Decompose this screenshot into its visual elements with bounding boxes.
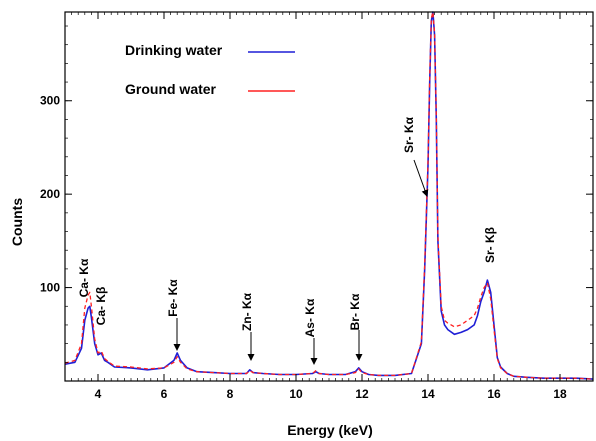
legend-label-drinking-water: Drinking water — [125, 42, 223, 58]
series-line-ground-water — [64, 11, 594, 380]
peak-label: Fe- Kα — [166, 279, 180, 317]
peak-label: Sr- Kα — [402, 116, 416, 153]
legend-label-ground-water: Ground water — [125, 81, 217, 97]
y-tick-label: 300 — [40, 94, 60, 108]
peak-label: Zn- Kα — [240, 292, 254, 331]
peak-label: Ca- Kβ — [94, 287, 108, 326]
x-axis-title: Energy (keV) — [287, 422, 373, 438]
x-tick-label: 4 — [95, 387, 102, 401]
peak-label: Sr- Kβ — [483, 227, 497, 263]
x-tick-label: 16 — [487, 387, 501, 401]
x-tick-label: 10 — [289, 387, 303, 401]
peak-label: Ca- Kα — [77, 258, 91, 297]
x-tick-label: 6 — [161, 387, 168, 401]
peak-arrow — [413, 159, 429, 197]
peak-label: Br- Kα — [348, 293, 362, 330]
y-tick-label: 200 — [40, 187, 60, 201]
y-tick-label: 100 — [40, 281, 60, 295]
y-axis-title: Counts — [9, 198, 25, 246]
x-tick-label: 14 — [421, 387, 435, 401]
x-tick-label: 12 — [355, 387, 369, 401]
x-tick-label: 18 — [553, 387, 567, 401]
peak-label: As- Kα — [303, 298, 317, 337]
x-tick-label: 8 — [227, 387, 234, 401]
axes: 4 6 8 10 12 14 16 18 100 200 300 — [40, 11, 594, 401]
plot-area — [64, 11, 594, 380]
legend: Drinking water Ground water — [125, 42, 295, 97]
